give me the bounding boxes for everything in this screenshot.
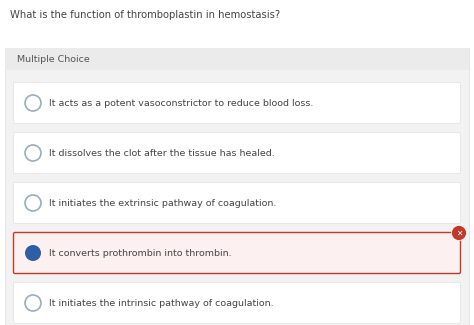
FancyBboxPatch shape xyxy=(5,48,469,70)
Circle shape xyxy=(25,95,41,111)
Text: It dissolves the clot after the tissue has healed.: It dissolves the clot after the tissue h… xyxy=(49,149,275,158)
FancyBboxPatch shape xyxy=(13,232,461,274)
FancyBboxPatch shape xyxy=(13,83,461,124)
Circle shape xyxy=(452,226,466,240)
Text: What is the function of thromboplastin in hemostasis?: What is the function of thromboplastin i… xyxy=(10,10,280,20)
Circle shape xyxy=(25,245,41,261)
Text: ✕: ✕ xyxy=(456,228,462,238)
Text: It initiates the extrinsic pathway of coagulation.: It initiates the extrinsic pathway of co… xyxy=(49,199,276,207)
Circle shape xyxy=(25,145,41,161)
Circle shape xyxy=(25,295,41,311)
FancyBboxPatch shape xyxy=(13,133,461,174)
Text: It converts prothrombin into thrombin.: It converts prothrombin into thrombin. xyxy=(49,249,232,257)
Circle shape xyxy=(25,195,41,211)
FancyBboxPatch shape xyxy=(5,48,469,325)
Text: It initiates the intrinsic pathway of coagulation.: It initiates the intrinsic pathway of co… xyxy=(49,298,273,307)
FancyBboxPatch shape xyxy=(13,282,461,323)
FancyBboxPatch shape xyxy=(13,183,461,224)
Text: It acts as a potent vasoconstrictor to reduce blood loss.: It acts as a potent vasoconstrictor to r… xyxy=(49,98,313,108)
Text: Multiple Choice: Multiple Choice xyxy=(17,55,90,63)
